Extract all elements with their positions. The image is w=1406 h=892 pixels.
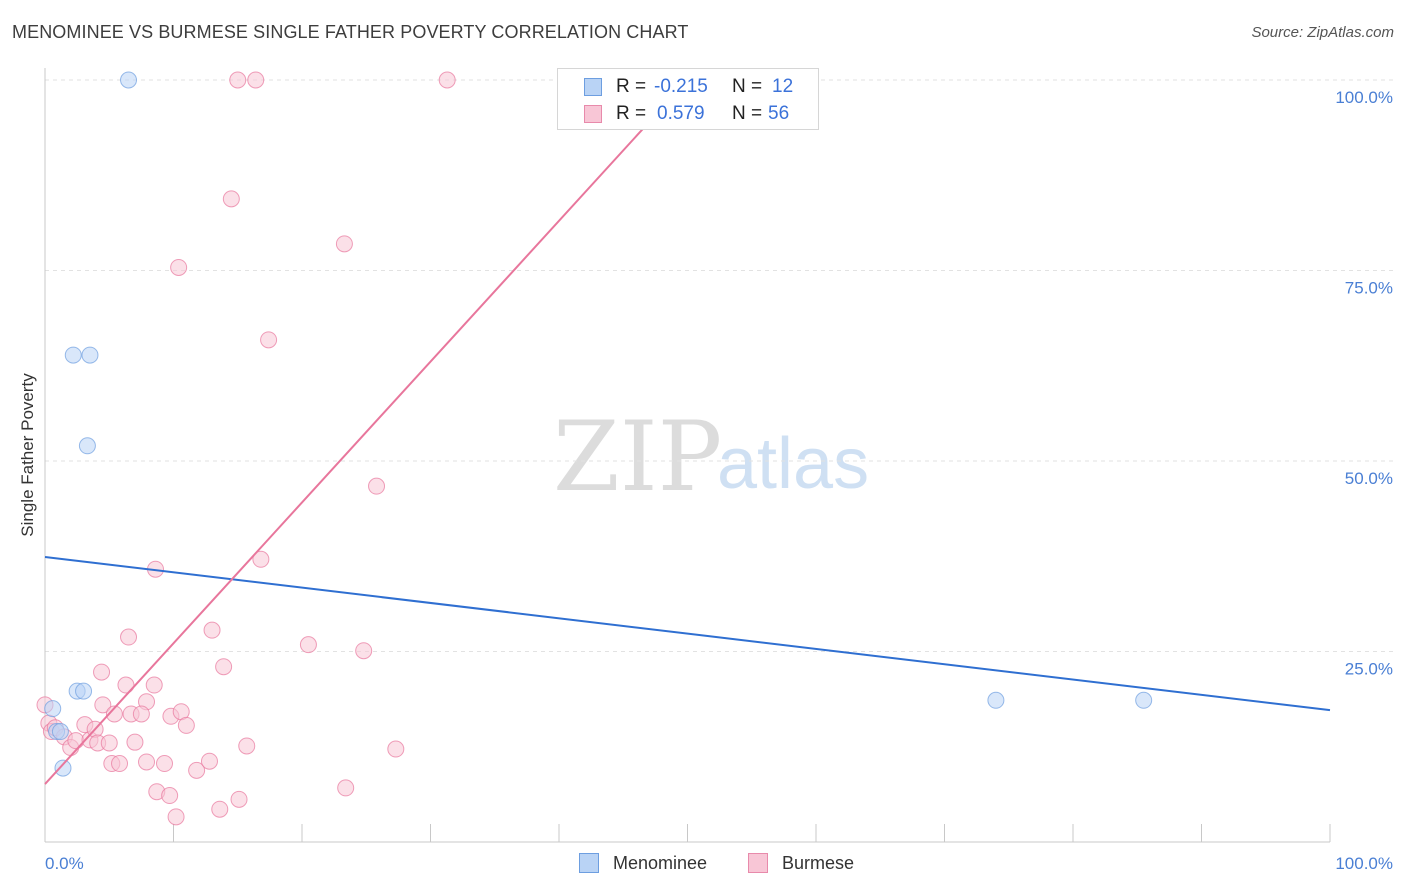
point-burmese — [100, 734, 118, 752]
point-burmese — [355, 642, 373, 660]
y-tick-label: 25.0% — [1345, 660, 1393, 679]
legend-n-label: N = — [732, 76, 763, 97]
point-burmese — [170, 258, 188, 276]
point-menominee — [51, 723, 69, 741]
legend-label-menominee: Menominee — [613, 853, 708, 873]
tick-labels: 25.0% 50.0% 75.0% 100.0% 0.0% 100.0% — [45, 88, 1393, 873]
point-burmese — [335, 235, 353, 253]
y-tick-label: 100.0% — [1335, 88, 1393, 107]
legend-n-value: 12 — [772, 76, 794, 97]
point-burmese — [200, 752, 218, 770]
point-burmese — [215, 658, 233, 676]
point-burmese — [117, 676, 135, 694]
point-menominee — [78, 437, 96, 455]
point-burmese — [188, 761, 206, 779]
trend-line-burmese — [44, 79, 689, 785]
legend-swatch-menominee — [584, 78, 602, 96]
point-burmese — [94, 696, 112, 714]
watermark-atlas: atlas — [717, 424, 869, 504]
legend-swatch-burmese — [584, 105, 602, 123]
point-menominee — [75, 682, 93, 700]
point-burmese — [252, 550, 270, 568]
point-burmese — [368, 477, 386, 495]
point-burmese — [299, 636, 317, 654]
point-burmese — [438, 71, 456, 89]
point-menominee — [81, 346, 99, 364]
point-burmese — [126, 733, 144, 751]
point-burmese — [67, 732, 85, 750]
gridlines — [45, 79, 1393, 652]
point-menominee — [1135, 691, 1153, 709]
point-burmese — [260, 331, 278, 349]
trend-lines — [44, 79, 1331, 785]
point-burmese — [229, 71, 247, 89]
x-tick-label: 0.0% — [45, 854, 84, 873]
point-burmese — [145, 676, 163, 694]
correlation-legend: R = -0.215 N = 12 R = 0.579 N = 56 — [557, 68, 819, 130]
point-burmese — [203, 621, 221, 639]
legend-swatch-menominee — [579, 853, 599, 873]
point-burmese — [167, 808, 185, 826]
data-points — [36, 71, 1153, 826]
legend-n-label: N = — [732, 103, 763, 124]
watermark-zip: ZIP — [553, 401, 722, 513]
source-credit: Source: ZipAtlas.com — [1251, 24, 1394, 41]
point-menominee — [64, 346, 82, 364]
point-burmese — [138, 753, 156, 771]
y-tick-label: 50.0% — [1345, 469, 1393, 488]
point-burmese — [222, 190, 240, 208]
point-burmese — [230, 790, 248, 808]
point-menominee — [44, 700, 62, 718]
point-burmese — [105, 705, 123, 723]
x-tick-label: 100.0% — [1335, 854, 1393, 873]
trend-line-menominee — [44, 556, 1331, 712]
point-menominee — [987, 691, 1005, 709]
legend-n-value: 56 — [768, 103, 790, 124]
point-burmese — [211, 800, 229, 818]
point-burmese — [111, 755, 129, 773]
chart-title: MENOMINEE VS BURMESE SINGLE FATHER POVER… — [12, 22, 689, 42]
y-tick-label: 75.0% — [1345, 279, 1393, 298]
legend-r-value: 0.579 — [657, 103, 705, 124]
legend-r-label: R = — [616, 103, 647, 124]
point-burmese — [387, 740, 405, 758]
legend-r-value: -0.215 — [654, 76, 708, 97]
legend-label-burmese: Burmese — [782, 853, 855, 873]
point-menominee — [54, 759, 72, 777]
legend-r-label: R = — [616, 76, 647, 97]
point-burmese — [238, 737, 256, 755]
point-menominee — [120, 71, 138, 89]
point-burmese — [93, 663, 111, 681]
point-burmese — [177, 716, 195, 734]
legend-swatch-burmese — [748, 853, 768, 873]
point-burmese — [161, 787, 179, 805]
point-burmese — [120, 628, 138, 646]
point-burmese — [337, 779, 355, 797]
point-burmese — [247, 71, 265, 89]
point-burmese — [132, 705, 150, 723]
point-burmese — [156, 755, 174, 773]
